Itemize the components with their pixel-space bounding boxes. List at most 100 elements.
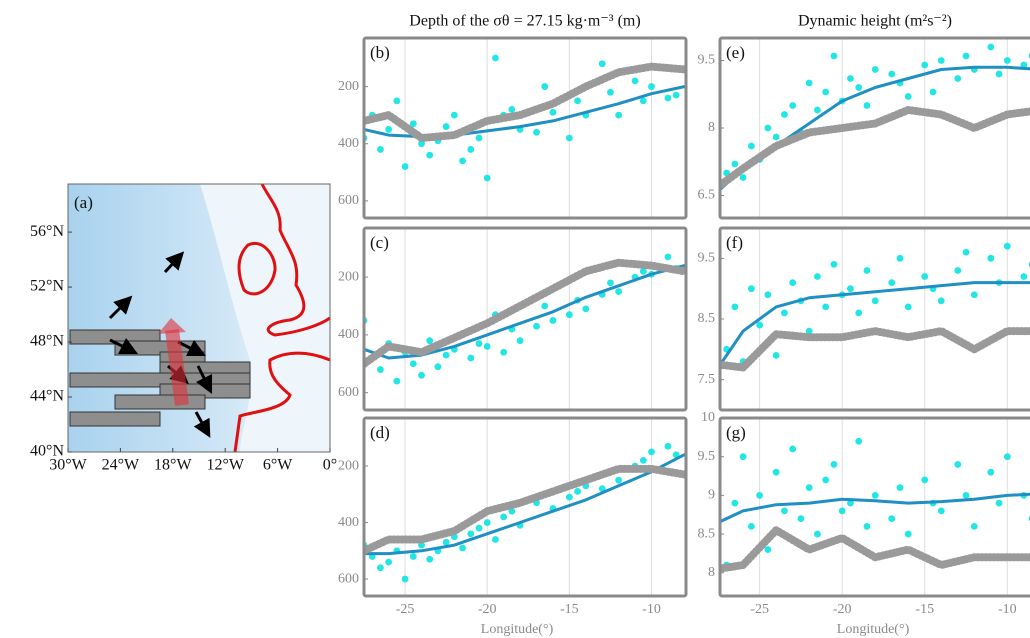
- point: [938, 57, 945, 64]
- point: [806, 80, 813, 87]
- point: [971, 291, 978, 298]
- y-tick-label: 400: [338, 327, 359, 342]
- point: [467, 530, 474, 537]
- point: [607, 279, 614, 286]
- point: [921, 273, 928, 280]
- point: [764, 546, 771, 553]
- point: [484, 343, 491, 350]
- x-tick-label: -10: [642, 602, 661, 617]
- point: [756, 322, 763, 329]
- y-tick-label: 9.5: [698, 251, 716, 266]
- figure: (a) 30°W24°W18°W12°W6°W0°40°N44°N48°N52°…: [0, 0, 1030, 638]
- point: [905, 303, 912, 310]
- point: [393, 378, 400, 385]
- y-tick-label: 200: [338, 458, 359, 473]
- point: [963, 53, 970, 60]
- x-axis-label: Longitude(°): [481, 622, 554, 637]
- point: [443, 352, 450, 359]
- point: [541, 83, 548, 90]
- panel-title: Dynamic height (m²s⁻²): [798, 13, 952, 30]
- y-tick-label: 8.5: [698, 526, 716, 541]
- point: [582, 305, 589, 312]
- point: [905, 93, 912, 100]
- point: [740, 453, 747, 460]
- y-tick-label: 8: [708, 120, 715, 135]
- panel-label: (g): [726, 423, 746, 442]
- y-tick-label: 56°N: [30, 223, 64, 240]
- point: [789, 102, 796, 109]
- point: [385, 559, 392, 566]
- y-tick-label: 9: [708, 488, 715, 503]
- point: [402, 163, 409, 170]
- y-tick-label: 600: [338, 385, 359, 400]
- panel-label: (e): [726, 43, 745, 62]
- point: [393, 97, 400, 104]
- point: [648, 449, 655, 456]
- point: [748, 523, 755, 530]
- point: [443, 123, 450, 130]
- point: [533, 129, 540, 136]
- point: [781, 310, 788, 317]
- y-tick-label: 8.5: [698, 311, 716, 326]
- point: [781, 111, 788, 118]
- point: [673, 92, 680, 99]
- red-arrow: [172, 330, 182, 405]
- point: [773, 352, 780, 359]
- point: [930, 89, 937, 96]
- point: [748, 143, 755, 150]
- x-tick-label: -20: [478, 602, 497, 617]
- point: [847, 75, 854, 82]
- point: [954, 461, 961, 468]
- point: [872, 66, 879, 73]
- point: [492, 55, 499, 62]
- point: [731, 500, 738, 507]
- point: [377, 366, 384, 373]
- x-tick-label: -20: [833, 602, 852, 617]
- point: [574, 97, 581, 104]
- point: [748, 285, 755, 292]
- point: [773, 134, 780, 141]
- point: [1004, 453, 1011, 460]
- y-tick-label: 200: [338, 79, 359, 94]
- x-tick-label: -15: [560, 602, 579, 617]
- point: [864, 102, 871, 109]
- point: [476, 135, 483, 142]
- point: [954, 267, 961, 274]
- x-axis-label: Longitude(°): [837, 622, 910, 637]
- point: [665, 443, 672, 450]
- point: [550, 317, 557, 324]
- x-tick-label: 0°: [323, 457, 337, 474]
- panel-label: (f): [726, 233, 743, 252]
- point: [533, 323, 540, 330]
- point: [500, 349, 507, 356]
- x-tick-label: 6°W: [263, 457, 293, 474]
- point: [377, 146, 384, 153]
- point: [921, 62, 928, 69]
- point: [831, 461, 838, 468]
- point: [971, 523, 978, 530]
- point: [615, 288, 622, 295]
- point: [467, 146, 474, 153]
- point: [864, 267, 871, 274]
- y-tick-label: 9.5: [698, 53, 716, 68]
- point: [888, 515, 895, 522]
- point: [1020, 273, 1027, 280]
- point: [500, 513, 507, 520]
- point: [831, 261, 838, 268]
- point: [665, 253, 672, 260]
- point: [648, 83, 655, 90]
- point: [987, 469, 994, 476]
- point: [781, 507, 788, 514]
- point: [426, 556, 433, 563]
- point: [987, 255, 994, 262]
- point: [599, 60, 606, 67]
- point: [764, 125, 771, 132]
- y-tick-label: 600: [338, 571, 359, 586]
- point: [789, 279, 796, 286]
- panel-label: (d): [370, 423, 390, 442]
- point: [987, 44, 994, 51]
- panel-title: Depth of the σθ = 27.15 kg·m⁻³ (m): [409, 13, 640, 30]
- point: [996, 71, 1003, 78]
- point: [938, 507, 945, 514]
- y-tick-label: 200: [338, 269, 359, 284]
